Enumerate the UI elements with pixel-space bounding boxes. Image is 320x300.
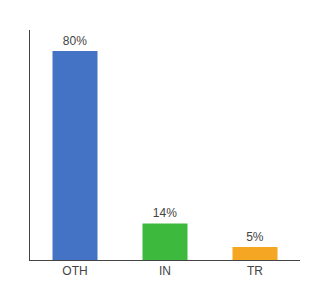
- svg-text:5%: 5%: [246, 230, 264, 244]
- svg-text:IN: IN: [159, 264, 171, 278]
- svg-text:80%: 80%: [63, 34, 87, 48]
- svg-text:TR: TR: [247, 264, 263, 278]
- svg-text:OTH: OTH: [62, 264, 87, 278]
- svg-text:14%: 14%: [153, 206, 177, 220]
